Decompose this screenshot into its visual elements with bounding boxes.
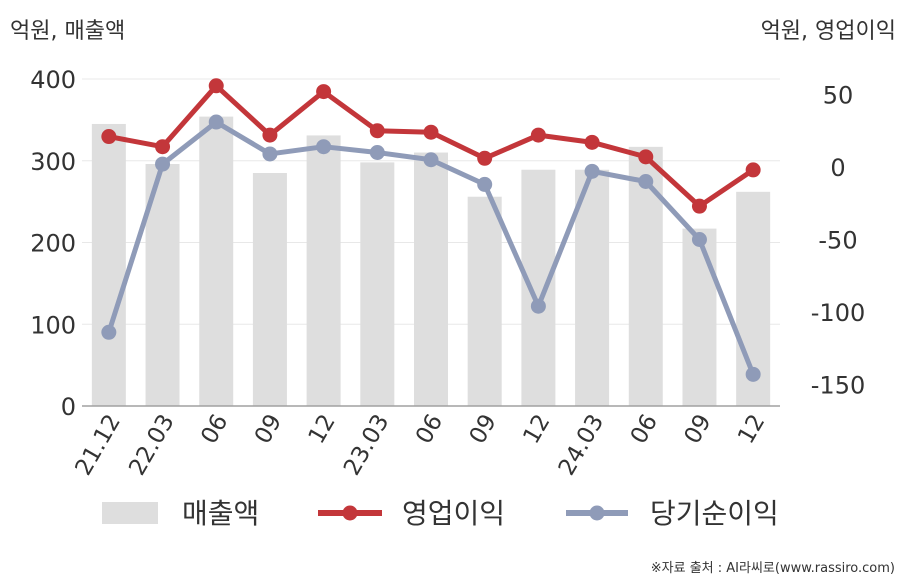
right-axis-unit-label: 억원, 영업이익 xyxy=(761,19,896,44)
net-income-point xyxy=(530,298,546,314)
revenue-bar xyxy=(521,169,556,406)
legend-operating-profit-marker xyxy=(342,505,358,521)
net-income-point xyxy=(208,114,224,130)
legend-revenue-swatch xyxy=(102,502,158,524)
x-tick-label: 12 xyxy=(518,410,555,448)
net-income-point xyxy=(316,139,332,155)
net-income-point xyxy=(262,146,278,162)
left-axis-ticks: 0 100 200 300 400 xyxy=(30,66,76,421)
operating-profit-point xyxy=(584,134,600,150)
operating-profit-point xyxy=(155,139,171,155)
x-tick-label: 12 xyxy=(304,410,341,448)
revenue-bar xyxy=(628,146,663,407)
left-axis-unit-label: 억원, 매출액 xyxy=(10,19,125,44)
left-tick-label: 0 xyxy=(61,393,76,421)
operating-profit-point xyxy=(638,149,654,165)
operating-profit-point xyxy=(316,84,332,100)
net-income-point xyxy=(584,163,600,179)
net-income-point xyxy=(423,152,439,168)
left-tick-label: 100 xyxy=(30,311,76,339)
operating-profit-point xyxy=(369,123,385,139)
revenue-bar xyxy=(682,228,717,406)
revenue-bar xyxy=(360,162,395,406)
left-tick-label: 300 xyxy=(30,148,76,176)
revenue-bar xyxy=(91,123,126,407)
revenue-bar xyxy=(575,169,610,406)
legend-net-income-marker xyxy=(589,505,605,521)
x-tick-label: 09 xyxy=(680,410,717,448)
legend: 매출액 영업이익 당기순이익 xyxy=(102,497,779,530)
legend-operating-profit-label: 영업이익 xyxy=(402,497,505,530)
right-tick-label: 0 xyxy=(830,154,845,182)
x-tick-label: 21.12 xyxy=(71,410,126,480)
net-income-point xyxy=(369,145,385,160)
operating-profit-point xyxy=(691,198,707,214)
revenue-bar xyxy=(467,196,502,406)
left-tick-label: 200 xyxy=(30,230,76,258)
right-axis-ticks: 50 0 -50 -100 -150 xyxy=(811,82,865,400)
operating-profit-point xyxy=(477,150,493,166)
operating-profit-point xyxy=(745,162,761,178)
x-tick-label: 09 xyxy=(250,410,287,448)
net-income-point xyxy=(101,324,117,340)
legend-revenue-label: 매출액 xyxy=(182,497,259,530)
revenue-bar xyxy=(199,116,234,406)
right-tick-label: -100 xyxy=(811,299,865,327)
revenue-bar xyxy=(252,173,287,406)
net-income-point xyxy=(745,366,761,382)
net-income-point xyxy=(155,156,171,172)
bar-series xyxy=(91,116,771,407)
operating-profit-point xyxy=(262,127,278,143)
legend-net-income-label: 당기순이익 xyxy=(650,497,779,530)
revenue-bar xyxy=(306,135,341,406)
source-note: ※자료 출처 : AI라씨로(www.rassiro.com) xyxy=(651,561,895,576)
x-tick-label: 23.03 xyxy=(339,410,394,480)
net-income-point xyxy=(477,176,493,192)
x-tick-label: 06 xyxy=(411,410,448,448)
operating-profit-point xyxy=(101,129,117,145)
line-series xyxy=(101,78,761,382)
operating-profit-point xyxy=(530,127,546,143)
x-tick-label: 24.03 xyxy=(554,410,609,480)
left-tick-label: 400 xyxy=(30,66,76,94)
x-tick-label: 22.03 xyxy=(124,410,179,480)
operating-profit-point xyxy=(208,78,224,94)
right-tick-label: -150 xyxy=(811,372,865,400)
x-tick-label: 12 xyxy=(733,410,770,448)
net-income-point xyxy=(638,174,654,189)
net-income-point xyxy=(691,232,707,247)
right-tick-label: 50 xyxy=(823,82,854,110)
right-tick-label: -50 xyxy=(818,227,857,255)
x-tick-label: 09 xyxy=(465,410,502,448)
revenue-bar xyxy=(414,152,448,406)
x-tick-label: 06 xyxy=(196,410,233,448)
x-tick-label: 06 xyxy=(626,410,663,448)
operating-profit-point xyxy=(423,124,439,140)
